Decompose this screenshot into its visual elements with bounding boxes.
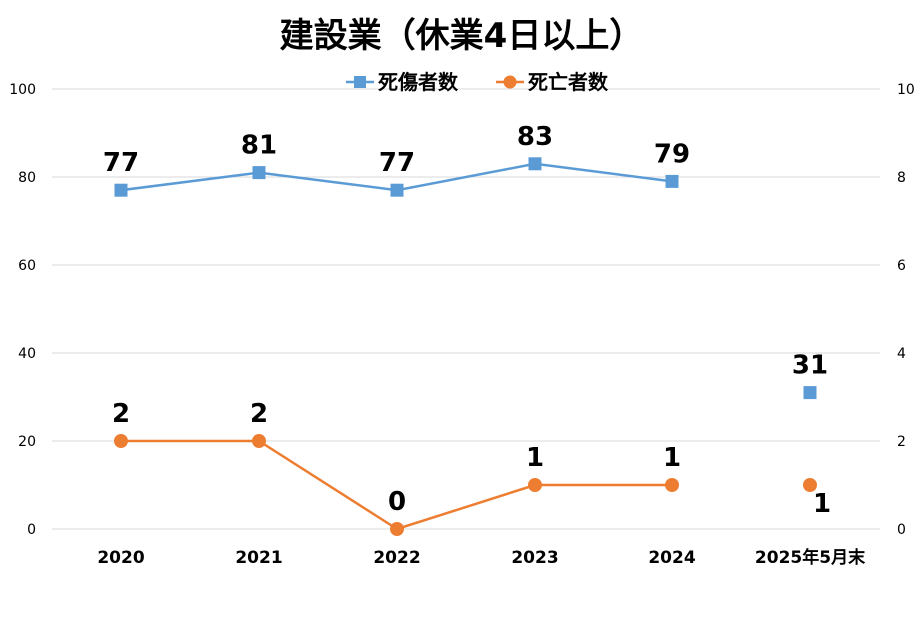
data-label: 31 bbox=[792, 351, 828, 381]
y-left-tick-label: 0 bbox=[27, 522, 36, 538]
data-label: 79 bbox=[654, 139, 690, 169]
data-label: 1 bbox=[663, 443, 681, 473]
y-right-tick-label: 2 bbox=[897, 434, 906, 450]
y-right-tick-label: 0 bbox=[897, 522, 906, 538]
x-category-label: 2021 bbox=[235, 548, 282, 568]
x-category-label: 2022 bbox=[373, 548, 420, 568]
data-label: 0 bbox=[388, 487, 406, 517]
legend-marker-square bbox=[354, 76, 366, 88]
data-label: 77 bbox=[379, 148, 415, 178]
data-point-circle bbox=[803, 478, 817, 492]
data-label: 77 bbox=[103, 148, 139, 178]
data-point-square bbox=[390, 183, 404, 197]
data-point-circle bbox=[114, 434, 128, 448]
data-point-circle bbox=[390, 522, 404, 536]
x-category-label: 2024 bbox=[648, 548, 695, 568]
data-label: 83 bbox=[517, 122, 553, 152]
y-left-tick-label: 20 bbox=[18, 434, 36, 450]
data-label: 81 bbox=[241, 131, 277, 161]
x-category-label: 2020 bbox=[97, 548, 144, 568]
legend-marker-circle bbox=[503, 75, 517, 89]
data-label: 2 bbox=[250, 399, 268, 429]
data-point-square bbox=[665, 174, 679, 188]
data-point-square bbox=[114, 183, 128, 197]
chart-title: 建設業（休業4日以上） bbox=[279, 16, 644, 56]
data-point-circle bbox=[252, 434, 266, 448]
y-left-tick-label: 80 bbox=[18, 170, 36, 186]
y-right-tick-label: 10 bbox=[897, 82, 915, 98]
data-label: 1 bbox=[526, 443, 544, 473]
data-point-circle bbox=[528, 478, 542, 492]
y-left-tick-label: 40 bbox=[18, 346, 36, 362]
legend-label-2: 死亡者数 bbox=[528, 70, 609, 94]
y-right-tick-label: 8 bbox=[897, 170, 906, 186]
data-point-square bbox=[528, 157, 542, 171]
x-category-label: 2023 bbox=[511, 548, 558, 568]
legend-label-1: 死傷者数 bbox=[378, 70, 459, 94]
y-right-tick-label: 4 bbox=[897, 346, 906, 362]
x-category-label: 2025年5月末 bbox=[755, 547, 866, 568]
y-left-tick-label: 100 bbox=[9, 82, 36, 98]
data-point-square bbox=[252, 166, 266, 180]
data-label: 2 bbox=[112, 399, 130, 429]
data-point-circle bbox=[665, 478, 679, 492]
data-point-square bbox=[803, 386, 817, 400]
data-label: 1 bbox=[813, 489, 831, 519]
y-left-tick-label: 60 bbox=[18, 258, 36, 274]
y-right-tick-label: 6 bbox=[897, 258, 906, 274]
